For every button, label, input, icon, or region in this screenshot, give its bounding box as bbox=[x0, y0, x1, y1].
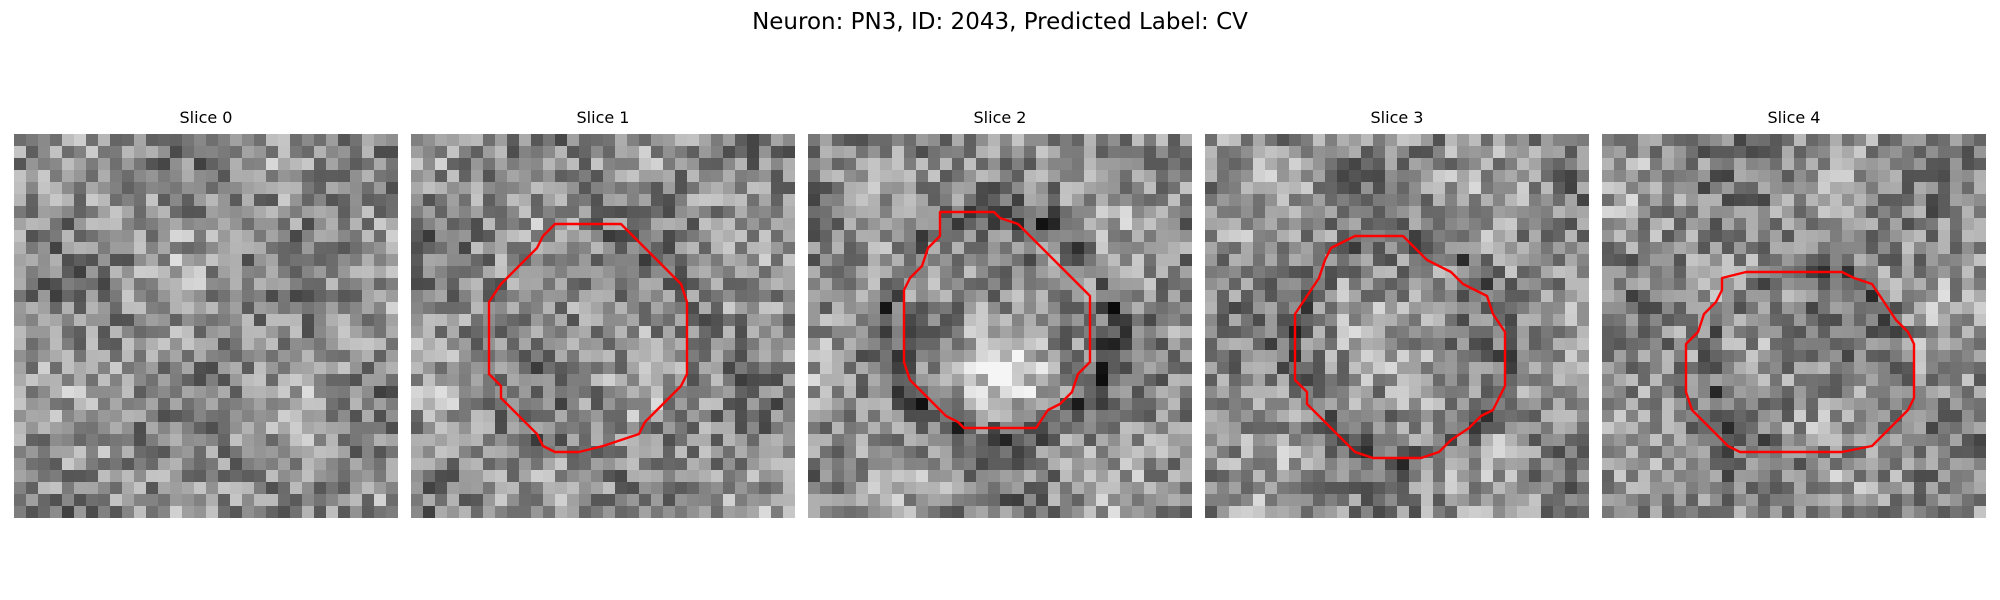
roi-contour bbox=[904, 212, 1090, 428]
slice-title: Slice 0 bbox=[179, 108, 233, 127]
slice-image-0 bbox=[14, 134, 398, 518]
slice-image-4 bbox=[1602, 134, 1986, 518]
slice-image-2 bbox=[808, 134, 1192, 518]
pixel-grid bbox=[14, 134, 398, 518]
slice-title: Slice 3 bbox=[1370, 108, 1424, 127]
roi-contour bbox=[489, 224, 687, 452]
slice-title: Slice 4 bbox=[1767, 108, 1821, 127]
pixel-grid bbox=[808, 134, 1192, 518]
slice-title: Slice 1 bbox=[576, 108, 630, 127]
slice-panel-3: Slice 3 bbox=[1205, 108, 1589, 520]
pixel-grid bbox=[1205, 134, 1589, 518]
roi-contour bbox=[1295, 236, 1505, 458]
slice-panel-2: Slice 2 bbox=[808, 108, 1192, 520]
roi-contour bbox=[1686, 272, 1914, 452]
figure-title: Neuron: PN3, ID: 2043, Predicted Label: … bbox=[752, 9, 1248, 35]
slice-panel-1: Slice 1 bbox=[411, 108, 795, 520]
slice-image-1 bbox=[411, 134, 795, 518]
slice-panel-4: Slice 4 bbox=[1602, 108, 1986, 520]
pixel-grid bbox=[1602, 134, 1986, 518]
slice-image-3 bbox=[1205, 134, 1589, 518]
pixel-grid bbox=[411, 134, 795, 518]
slice-panel-0: Slice 0 bbox=[14, 108, 398, 520]
slice-title: Slice 2 bbox=[973, 108, 1027, 127]
